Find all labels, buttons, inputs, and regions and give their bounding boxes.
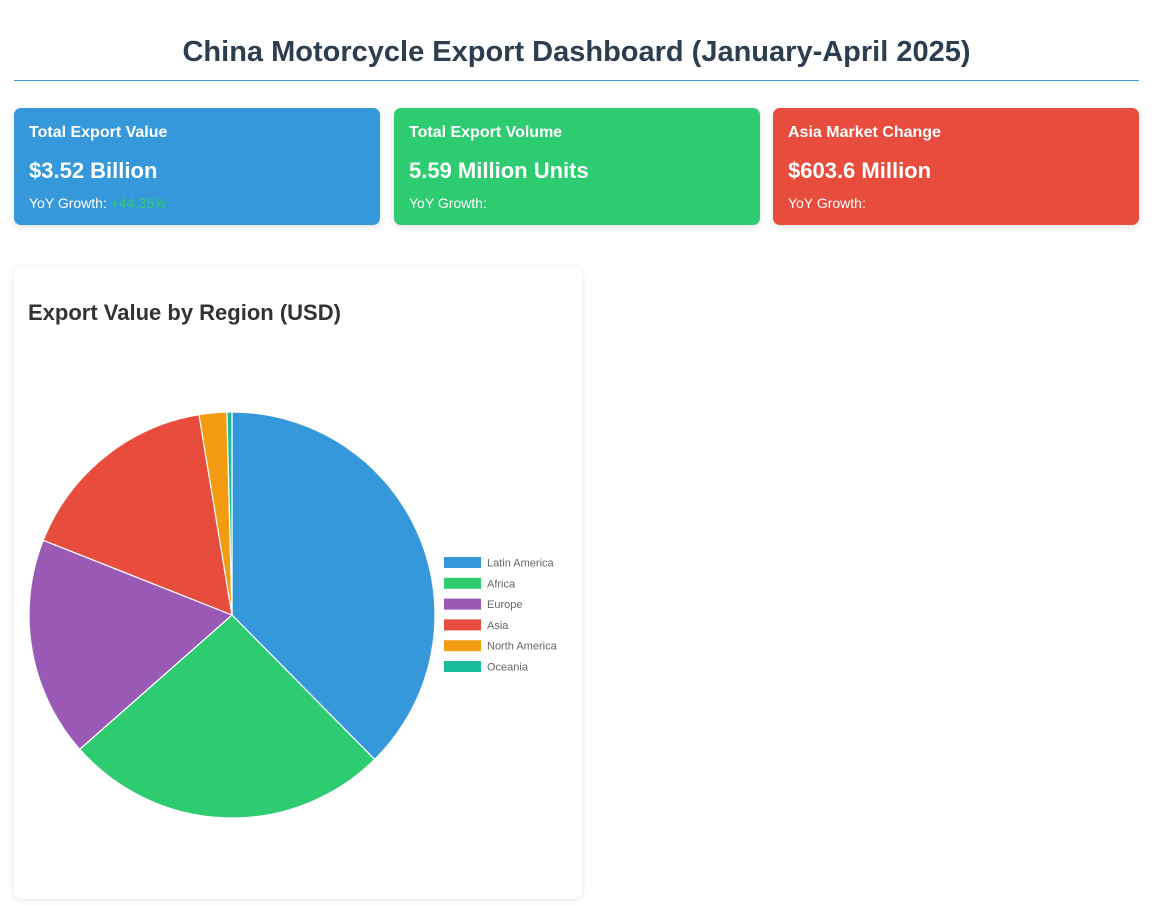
legend-label: Latin America xyxy=(487,558,555,570)
legend-swatch xyxy=(444,619,481,631)
kpi-growth: YoY Growth: +44.35% xyxy=(29,194,166,212)
kpi-title: Asia Market Change xyxy=(788,124,941,141)
legend-swatch xyxy=(444,577,481,589)
legend-swatch xyxy=(444,557,481,568)
dashboard-header: China Motorcycle Export Dashboard (Janua… xyxy=(14,0,1139,81)
legend-item-north-america[interactable]: North America xyxy=(444,640,558,653)
kpi-growth-label: YoY Growth: xyxy=(29,195,107,211)
kpi-value: $603.6 Million xyxy=(788,158,932,183)
kpi-card-asia-market-change: Asia Market Change $603.6 Million YoY Gr… xyxy=(773,108,1139,225)
kpi-value: 5.59 Million Units xyxy=(409,158,589,183)
legend-item-oceania[interactable]: Oceania xyxy=(444,661,529,674)
chart-legend: Latin America Africa Europe Asia North Ameri… xyxy=(444,557,558,674)
kpi-card-total-export-value: Total Export Value $3.52 Billion YoY Gro… xyxy=(14,108,380,225)
legend-swatch xyxy=(444,598,481,610)
kpi-card-total-export-volume: Total Export Volume 5.59 Million Units Y… xyxy=(394,108,760,225)
legend-item-asia[interactable]: Asia xyxy=(444,619,509,632)
legend-item-europe[interactable]: Europe xyxy=(444,598,522,612)
kpi-growth-value: +44.35% xyxy=(110,195,167,211)
pie-slices xyxy=(28,411,436,819)
pie-slice-asia[interactable] xyxy=(42,414,233,616)
chart-title: Export Value by Region (USD) xyxy=(28,300,341,325)
region-chart-card: Export Value by Region (USD) Latin Ameri… xyxy=(14,267,582,899)
kpi-growth-value: +41.14% xyxy=(490,195,547,211)
kpi-title: Total Export Value xyxy=(29,124,168,141)
page-title: China Motorcycle Export Dashboard (Janua… xyxy=(182,36,971,68)
legend-label: Asia xyxy=(487,620,509,632)
legend-label: Europe xyxy=(487,599,522,611)
pie-slice-latin-america[interactable] xyxy=(231,411,436,761)
kpi-title: Total Export Volume xyxy=(409,124,563,141)
kpi-growth-label: YoY Growth: xyxy=(788,195,866,211)
legend-label: North America xyxy=(487,641,558,653)
legend-item-africa[interactable]: Africa xyxy=(444,577,516,591)
pie-slice-oceania[interactable] xyxy=(226,411,233,616)
legend-swatch xyxy=(444,640,481,652)
kpi-value: $3.52 Billion xyxy=(29,158,158,183)
kpi-growth-label: YoY Growth: xyxy=(409,195,487,211)
legend-label: Oceania xyxy=(487,662,529,674)
legend-label: Africa xyxy=(487,578,516,590)
pie-chart: Latin America Africa Europe Asia North Ameri… xyxy=(28,411,558,819)
pie-slice-europe[interactable] xyxy=(28,539,234,751)
kpi-growth: YoY Growth: xyxy=(788,194,866,212)
kpi-growth: YoY Growth: +41.14% xyxy=(409,194,546,212)
legend-swatch xyxy=(444,661,481,672)
legend-item-latin-america[interactable]: Latin America xyxy=(444,557,555,570)
pie-slice-africa[interactable] xyxy=(78,614,376,819)
